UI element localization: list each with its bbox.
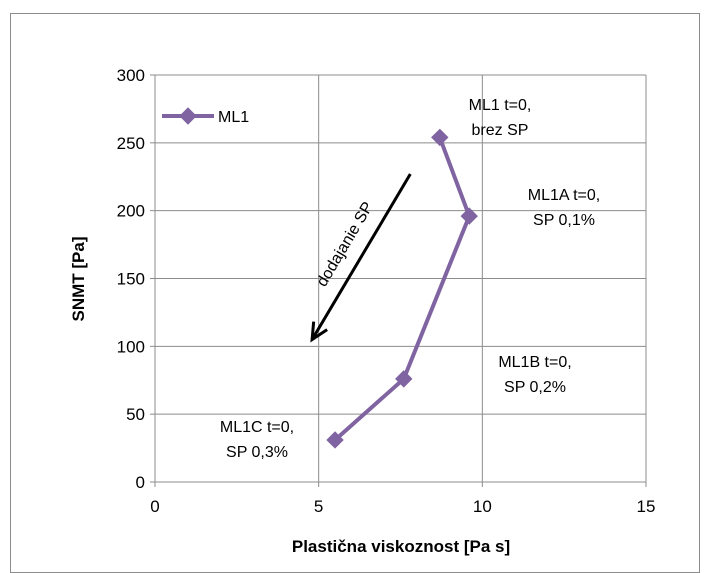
- grid: [155, 74, 647, 482]
- x-tick-label: 0: [150, 497, 159, 516]
- x-tick-label: 5: [314, 497, 323, 516]
- data-point: [326, 431, 344, 449]
- y-axis-title: SNMT [Pa]: [69, 237, 88, 322]
- axes: 0 50 100 150 200 250 300 0 5 10 15: [117, 66, 656, 516]
- series: [326, 128, 478, 449]
- x-tick-label: 15: [637, 497, 656, 516]
- x-tick-label: 10: [473, 497, 492, 516]
- y-tick-label: 250: [117, 134, 145, 153]
- y-tick-label: 50: [126, 405, 145, 424]
- legend: ML1: [162, 107, 249, 126]
- point-annotation-line: ML1B t=0,: [498, 354, 571, 371]
- point-annotation-line: SP 0,2%: [504, 379, 566, 396]
- y-tick-label: 300: [117, 66, 145, 85]
- arrow-shaft: [310, 173, 412, 341]
- legend-label: ML1: [218, 109, 249, 126]
- data-point: [431, 128, 449, 147]
- arrow-annotation: dodajanie SP: [310, 173, 412, 343]
- y-tick-label: 0: [136, 473, 145, 492]
- y-tick-label: 100: [117, 337, 145, 356]
- point-annotation-line: SP 0,3%: [226, 444, 288, 461]
- point-annotation-line: ML1C t=0,: [220, 419, 294, 436]
- data-point: [395, 370, 413, 388]
- y-tick-label: 200: [117, 202, 145, 221]
- point-annotation-line: ML1A t=0,: [528, 187, 601, 204]
- series-line: [333, 136, 472, 442]
- chart-frame: [10, 13, 700, 573]
- arrow-head: [310, 321, 328, 343]
- point-annotation-line: SP 0,1%: [533, 212, 595, 229]
- chart: 0 50 100 150 200 250 300 0 5 10 15 dodajanie SP ML…: [69, 66, 656, 556]
- y-tick-label: 150: [117, 270, 145, 289]
- data-point: [460, 207, 478, 225]
- x-axis-title: Plastična viskoznost [Pa s]: [292, 537, 510, 556]
- point-annotation-line: brez SP: [472, 122, 529, 139]
- point-annotation-line: ML1 t=0,: [469, 97, 532, 114]
- legend-marker: [179, 107, 197, 125]
- point-annotations: ML1 t=0, brez SP ML1A t=0, SP 0,1% ML1B t=0,…: [220, 97, 600, 461]
